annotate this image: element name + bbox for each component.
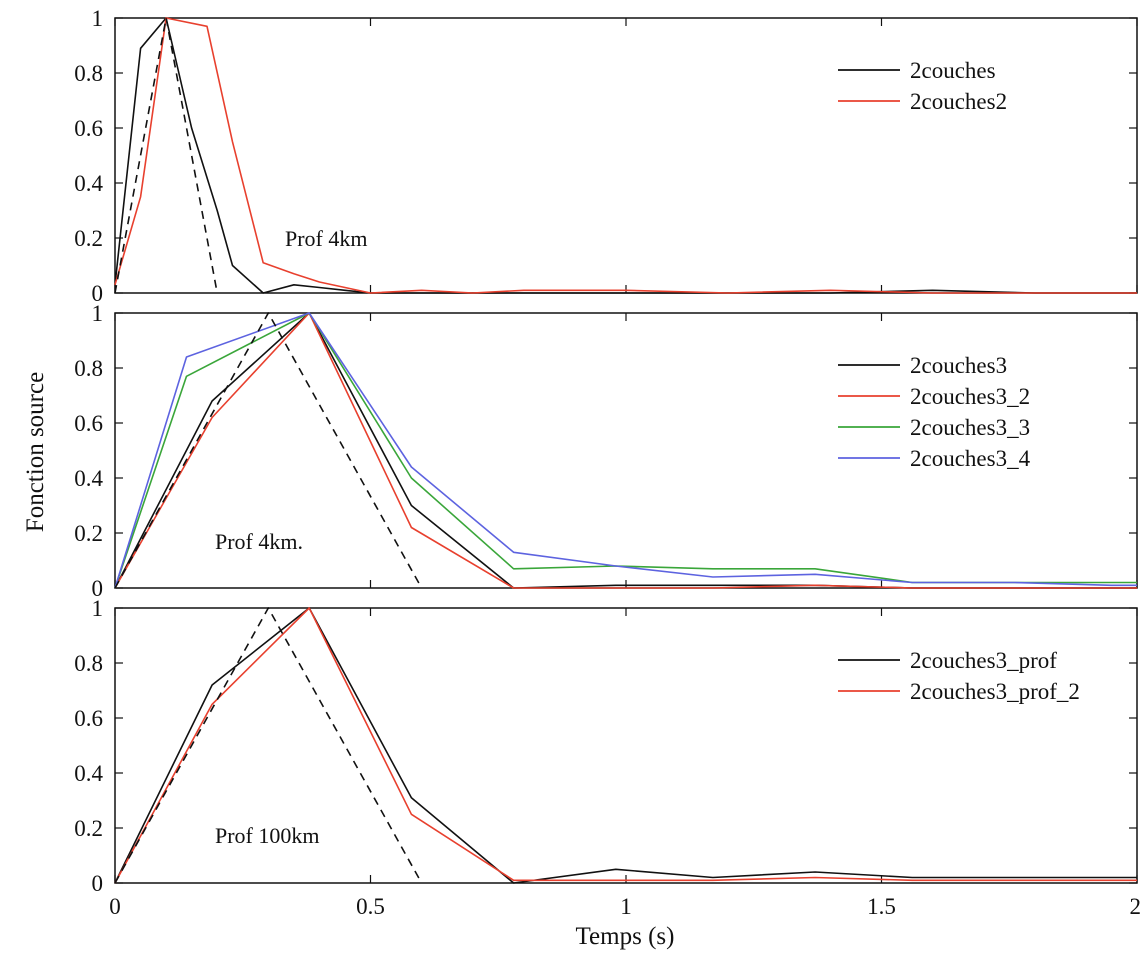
series-line-2couches3_prof_2 [114,607,1137,884]
y-tick-label: 0.6 [74,411,103,436]
y-tick-label: 1 [92,6,104,31]
legend-label: 2couches3_3 [910,415,1030,440]
legend-label: 2couches3_prof [910,648,1057,673]
series-line-2couches3_2 [114,312,1137,589]
x-tick-label: 2 [1130,894,1142,919]
panel-middle: 0 0.2 0.4 0.6 0.8 1 2couches3 2couches3_2 2couch… [74,301,1138,601]
y-tick-label: 0.2 [74,226,103,251]
panel-top: 0 0.2 0.4 0.6 0.8 1 2couches 2couches2 Prof 4km [74,6,1138,306]
panel-annotation: Prof 4km [285,226,368,251]
y-tick-label: 0.4 [74,171,103,196]
legend-label: 2couches3_4 [910,446,1031,471]
legend-label: 2couches3 [910,353,1007,378]
x-tick-label: 0 [109,894,121,919]
y-tick-label: 0.2 [74,521,103,546]
x-axis-label: Temps (s) [576,923,675,950]
x-tick-label: 1.5 [867,894,896,919]
y-axis-label: Fonction source [22,372,49,532]
series-line-2couches3_4 [114,312,1137,589]
legend-label: 2couches2 [910,89,1007,114]
y-tick-label: 0.2 [74,816,103,841]
y-tick-label: 0 [92,576,104,601]
x-tick-label: 0.5 [356,894,385,919]
y-tick-label: 0 [92,871,104,896]
y-tick-label: 0.8 [74,61,103,86]
panel-annotation: Prof 100km [215,823,320,848]
reference-dashed-line [114,17,218,294]
legend-label: 2couches3_prof_2 [910,679,1080,704]
y-tick-label: 0.6 [74,706,103,731]
x-tick-label: 1 [620,894,632,919]
y-tick-label: 0.4 [74,761,103,786]
series-line-2couches3_prof [114,607,1137,884]
panel-annotation: Prof 4km. [215,529,303,554]
y-tick-label: 1 [92,301,104,326]
series-line-2couches2 [114,17,1137,294]
y-tick-label: 1 [92,596,104,621]
y-tick-label: 0.8 [74,356,103,381]
reference-dashed-line [114,312,423,589]
y-tick-label: 0.6 [74,116,103,141]
y-tick-label: 0.8 [74,651,103,676]
y-tick-label: 0.4 [74,466,103,491]
reference-dashed-line [114,607,423,884]
y-tick-label: 0 [92,281,104,306]
legend-label: 2couches3_2 [910,384,1030,409]
series-line-2couches [114,17,1137,294]
panel-bottom: 0 0.2 0.4 0.6 0.8 1 0 0.5 1 1.5 2 2couches3_prof 2co… [74,596,1141,919]
legend-label: 2couches [910,58,996,83]
